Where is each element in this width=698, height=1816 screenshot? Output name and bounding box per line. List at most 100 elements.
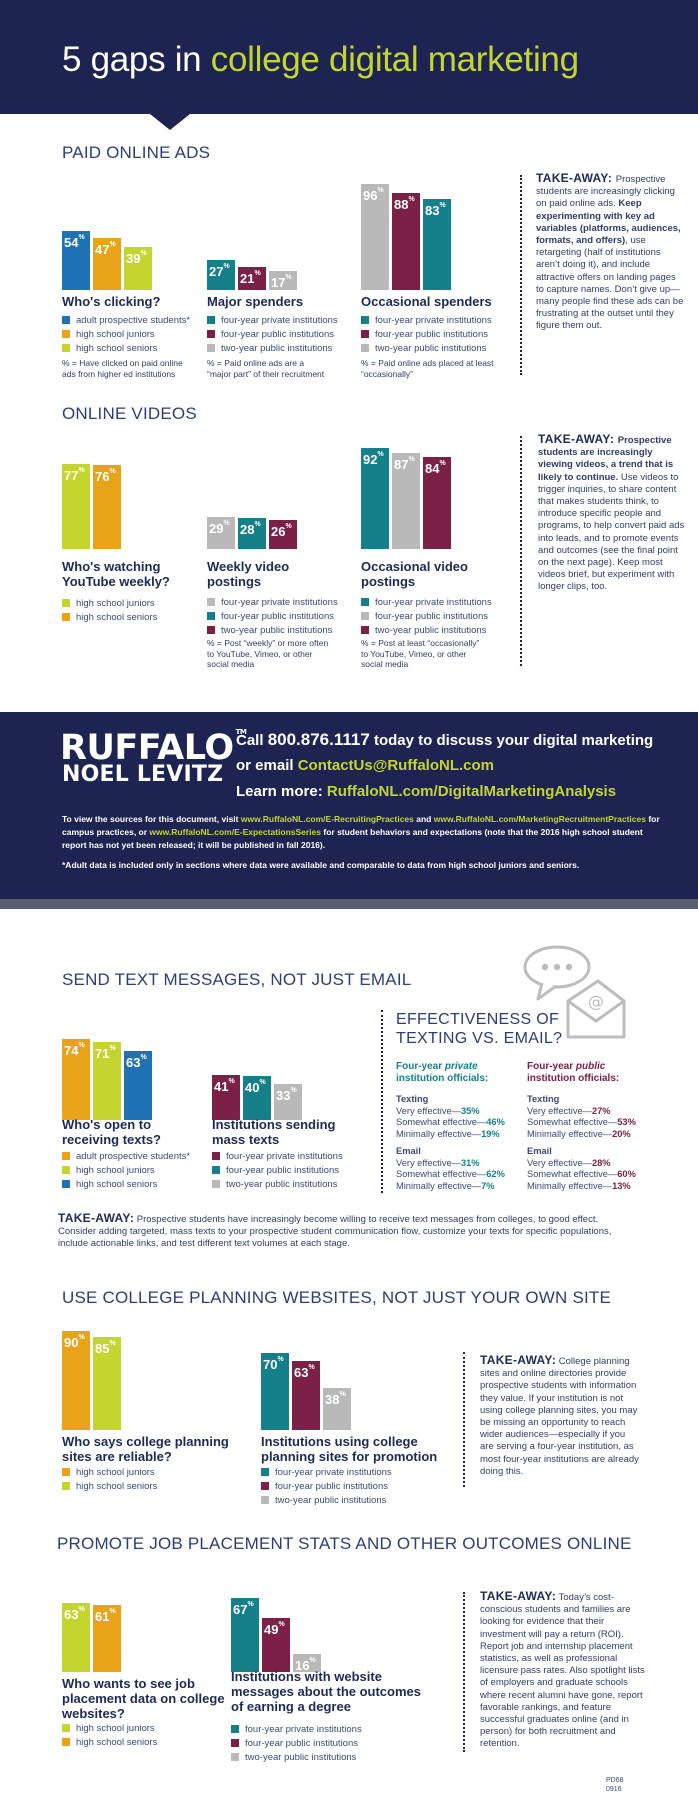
takeaway-job-placement: TAKE-AWAY: Today’s cost-conscious studen… xyxy=(480,1589,645,1750)
legend-item: two-year public institutions xyxy=(207,623,332,637)
legend-swatch xyxy=(361,330,369,338)
legend-swatch xyxy=(207,344,215,352)
chart-footnote: % = Have clicked on paid online ads from … xyxy=(62,358,183,379)
bar-plan2-2 xyxy=(323,1388,351,1430)
legend-swatch xyxy=(207,626,215,634)
bar-value-label: 33% xyxy=(276,1086,297,1103)
sources-note: To view the sources for this document, v… xyxy=(62,814,660,850)
bar-paid1-0 xyxy=(62,230,90,290)
bar-value-label: 38% xyxy=(325,1391,346,1408)
bar-value-label: 63% xyxy=(64,1605,85,1622)
envelope-at-icon: @ xyxy=(566,979,626,1039)
chart-title: Institutions sending mass texts xyxy=(212,1117,336,1147)
bar-job2-1 xyxy=(262,1618,290,1672)
bar-vid3-2 xyxy=(423,456,451,549)
legend-item: two-year public institutions xyxy=(231,1750,356,1764)
legend-item: high school juniors xyxy=(62,1163,155,1177)
legend-swatch xyxy=(207,612,215,620)
takeaway-text-messages: TAKE-AWAY: Prospective students have inc… xyxy=(58,1211,612,1250)
legend-item: two-year public institutions xyxy=(212,1177,337,1191)
public-officials-heading: Four-year public institution officials: xyxy=(527,1061,620,1084)
legend-swatch xyxy=(62,1152,70,1160)
noel-levitz-logo: NOEL LEVITZ xyxy=(62,762,224,787)
legend-swatch xyxy=(361,316,369,324)
bar-value-label: 49% xyxy=(264,1621,285,1638)
bar-vid3-1 xyxy=(392,453,420,549)
bar-value-label: 70% xyxy=(263,1356,284,1372)
legend-swatch xyxy=(62,1482,70,1490)
legend-swatch xyxy=(62,1468,70,1476)
cta-banner xyxy=(0,712,698,899)
bar-vid2-2 xyxy=(269,520,297,549)
legend-item: high school juniors xyxy=(62,327,155,341)
legend-item: high school juniors xyxy=(62,1721,155,1735)
private-effectiveness-stats: Texting Very effective—35% Somewhat effect… xyxy=(396,1094,505,1191)
bar-plan2-1 xyxy=(292,1360,320,1430)
legend-item: high school seniors xyxy=(62,1735,157,1749)
legend-item: high school seniors xyxy=(62,1177,157,1191)
chart-title: Occasional spenders xyxy=(361,294,492,309)
cta-divider-strip xyxy=(0,899,698,909)
bar-paid1-1 xyxy=(93,238,121,290)
section-title-text-messages: SEND TEXT MESSAGES, NOT JUST EMAIL xyxy=(62,970,412,989)
legend-item: four-year public institutions xyxy=(207,609,334,623)
takeaway-divider xyxy=(520,175,522,375)
legend-swatch xyxy=(231,1753,239,1761)
email-link[interactable]: ContactUs@RuffaloNL.com xyxy=(297,757,494,774)
phone-number[interactable]: 800.876.1117 xyxy=(267,730,370,749)
bar-vid1-0 xyxy=(62,464,90,549)
bar-job2-2 xyxy=(293,1654,321,1672)
takeaway-divider xyxy=(463,1592,465,1752)
legend-swatch xyxy=(62,1724,70,1732)
legend-swatch xyxy=(62,599,70,607)
legend-swatch xyxy=(207,330,215,338)
legend-item: high school seniors xyxy=(62,1479,157,1493)
bar-txt1-0 xyxy=(62,1038,90,1120)
legend-swatch xyxy=(62,344,70,352)
section-title-paid-ads: PAID ONLINE ADS xyxy=(62,143,211,162)
legend-item: four-year private institutions xyxy=(361,313,492,327)
chart-title: Occasional video postings xyxy=(361,559,468,589)
effectiveness-divider xyxy=(381,1010,383,1193)
bar-value-label: 27% xyxy=(209,263,230,280)
legend-item: four-year public institutions xyxy=(207,327,334,341)
section-title-online-videos: ONLINE VIDEOS xyxy=(62,404,197,423)
chart-footnote: % = Post “weekly” or more often to YouTub… xyxy=(207,638,329,669)
legend-swatch xyxy=(62,316,70,324)
legend-swatch xyxy=(212,1166,220,1174)
legend-swatch xyxy=(231,1725,239,1733)
legend-item: high school juniors xyxy=(62,1465,155,1479)
legend-item: four-year public institutions xyxy=(212,1163,339,1177)
page-title: 5 gaps in college digital marketing xyxy=(62,40,579,79)
learn-more-link[interactable]: RuffaloNL.com/DigitalMarketingAnalysis xyxy=(326,783,617,800)
bar-txt1-1 xyxy=(93,1041,121,1120)
legend-item: four-year public institutions xyxy=(261,1479,388,1493)
bar-value-label: 63% xyxy=(126,1053,147,1070)
bar-value-label: 67% xyxy=(233,1601,254,1618)
speech-bubble-envelope-icon: @ xyxy=(523,945,626,1039)
bar-value-label: 39% xyxy=(126,250,147,267)
bar-value-label: 96% xyxy=(363,187,384,204)
legend-item: four-year private institutions xyxy=(361,595,492,609)
legend-item: two-year public institutions xyxy=(207,341,332,355)
chart-title: Weekly video postings xyxy=(207,559,290,589)
legend-item: four-year private institutions xyxy=(231,1722,362,1736)
legend-swatch xyxy=(361,626,369,634)
public-effectiveness-stats: Texting Very effective—27% Somewhat effect… xyxy=(527,1094,636,1191)
bar-value-label: 77% xyxy=(64,467,85,484)
legend-swatch xyxy=(62,1738,70,1746)
svg-text:@: @ xyxy=(588,992,604,1011)
legend-item: two-year public institutions xyxy=(361,341,486,355)
bar-txt2-2 xyxy=(274,1083,302,1120)
bar-paid2-2 xyxy=(269,271,297,290)
bar-value-label: 40% xyxy=(245,1079,266,1095)
bar-value-label: 88% xyxy=(394,196,415,213)
bar-value-label: 17% xyxy=(271,274,292,291)
bar-vid1-1 xyxy=(93,465,121,549)
bar-vid3-0 xyxy=(361,447,389,549)
bar-job1-0 xyxy=(62,1602,90,1672)
bar-vid2-0 xyxy=(207,517,235,549)
legend-swatch xyxy=(261,1482,269,1490)
speech-bubble-icon xyxy=(523,945,591,1001)
legend-item: adult prospective students* xyxy=(62,1149,190,1163)
